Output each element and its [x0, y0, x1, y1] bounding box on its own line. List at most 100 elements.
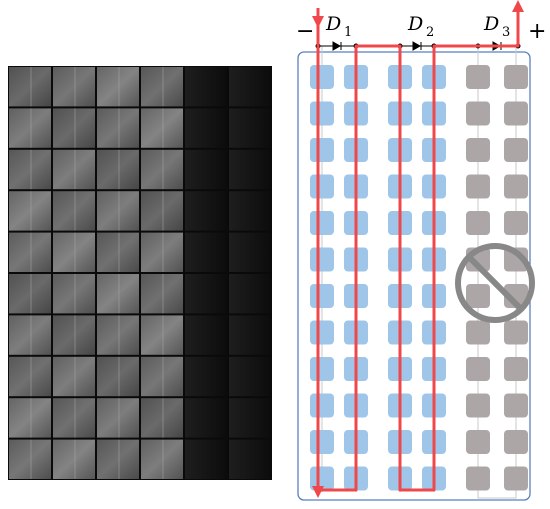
cell [504, 466, 528, 491]
solar-cell [97, 439, 139, 479]
cell [504, 65, 528, 89]
solar-cell [141, 191, 183, 231]
cell [310, 284, 334, 308]
cell [466, 211, 490, 235]
cell [504, 101, 528, 126]
solar-cell [141, 67, 183, 107]
cell [504, 393, 528, 418]
solar-cell [229, 149, 271, 190]
cell [466, 101, 490, 126]
solar-cell [229, 274, 271, 314]
solar-cell [97, 108, 139, 148]
diode-symbol [412, 41, 422, 51]
solar-cell [229, 439, 271, 479]
cell [310, 393, 334, 418]
cell [466, 138, 490, 162]
solar-cell [141, 398, 183, 438]
solar-cell [185, 232, 227, 272]
solar-cell [97, 356, 139, 397]
cell [504, 211, 528, 235]
solar-cell [9, 315, 51, 355]
cell [310, 430, 334, 454]
solar-cell [97, 67, 139, 107]
solar-cell [141, 232, 183, 272]
solar-cell [9, 274, 51, 314]
negative-terminal: − [296, 19, 314, 44]
solar-cell [97, 232, 139, 272]
cell [466, 393, 490, 418]
cell [466, 430, 490, 454]
diode-letter: D [483, 13, 499, 35]
solar-cell [185, 67, 227, 107]
solar-cell [9, 398, 51, 438]
solar-cell [53, 315, 95, 355]
cell [310, 65, 334, 89]
solar-cell [141, 356, 183, 397]
disabled-circle [455, 243, 535, 323]
cell [310, 101, 334, 126]
solar-cell [185, 315, 227, 355]
solar-cell [229, 232, 271, 272]
solar-cell [53, 149, 95, 190]
solar-cell [97, 191, 139, 231]
solar-cell [9, 439, 51, 479]
cell [310, 320, 334, 345]
solar-cell [9, 191, 51, 231]
solar-cell [9, 149, 51, 190]
cell [466, 65, 490, 89]
disabled-slash [466, 254, 524, 312]
diode-letter: D [407, 13, 423, 35]
solar-cell [229, 108, 271, 148]
solar-cell [141, 149, 183, 190]
solar-cell [53, 232, 95, 272]
solar-cell [229, 315, 271, 355]
solar-cell [229, 356, 271, 397]
cell [466, 284, 490, 308]
current-path [316, 8, 520, 492]
cell [310, 138, 334, 162]
solar-cell [229, 398, 271, 438]
cell [504, 430, 528, 454]
solar-cell [53, 67, 95, 107]
solar-cell [53, 356, 95, 397]
cell [310, 357, 334, 381]
cell [466, 174, 490, 199]
solar-cell [229, 191, 271, 231]
cell [504, 174, 528, 199]
cell [310, 466, 334, 491]
electroluminescence-image [8, 66, 272, 480]
solar-cell [9, 67, 51, 107]
solar-cell [185, 191, 227, 231]
diode-index: 3 [502, 25, 510, 40]
solar-cell [141, 108, 183, 148]
diode-index: 1 [344, 25, 352, 40]
cell [466, 320, 490, 345]
solar-cell [53, 398, 95, 438]
solar-cell [229, 67, 271, 107]
solar-cell [185, 274, 227, 314]
diode-index: 2 [426, 25, 434, 40]
solar-cell [97, 149, 139, 190]
cell [466, 466, 490, 491]
solar-cell [185, 398, 227, 438]
solar-cell [185, 439, 227, 479]
solar-cell [53, 439, 95, 479]
positive-terminal: + [528, 19, 546, 44]
cell [504, 320, 528, 345]
cell [504, 138, 528, 162]
cell [504, 357, 528, 381]
diode-letter: D [325, 13, 341, 35]
solar-cell [185, 108, 227, 148]
cell [310, 211, 334, 235]
solar-cell [185, 149, 227, 190]
cell [310, 174, 334, 199]
solar-cell [53, 108, 95, 148]
solar-cell [97, 398, 139, 438]
solar-cell [53, 274, 95, 314]
cell [466, 357, 490, 381]
solar-cell [185, 356, 227, 397]
bottom-wire [477, 492, 517, 499]
solar-cell [141, 274, 183, 314]
solar-cell [9, 108, 51, 148]
